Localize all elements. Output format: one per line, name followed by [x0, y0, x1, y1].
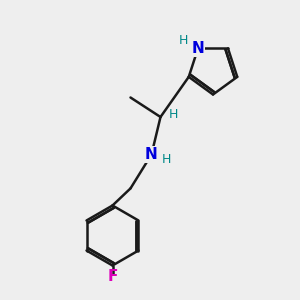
Text: H: H — [178, 34, 188, 47]
Text: N: N — [145, 147, 158, 162]
Text: F: F — [107, 269, 118, 284]
Text: H: H — [162, 153, 171, 167]
Text: N: N — [192, 41, 204, 56]
Text: H: H — [168, 108, 178, 121]
